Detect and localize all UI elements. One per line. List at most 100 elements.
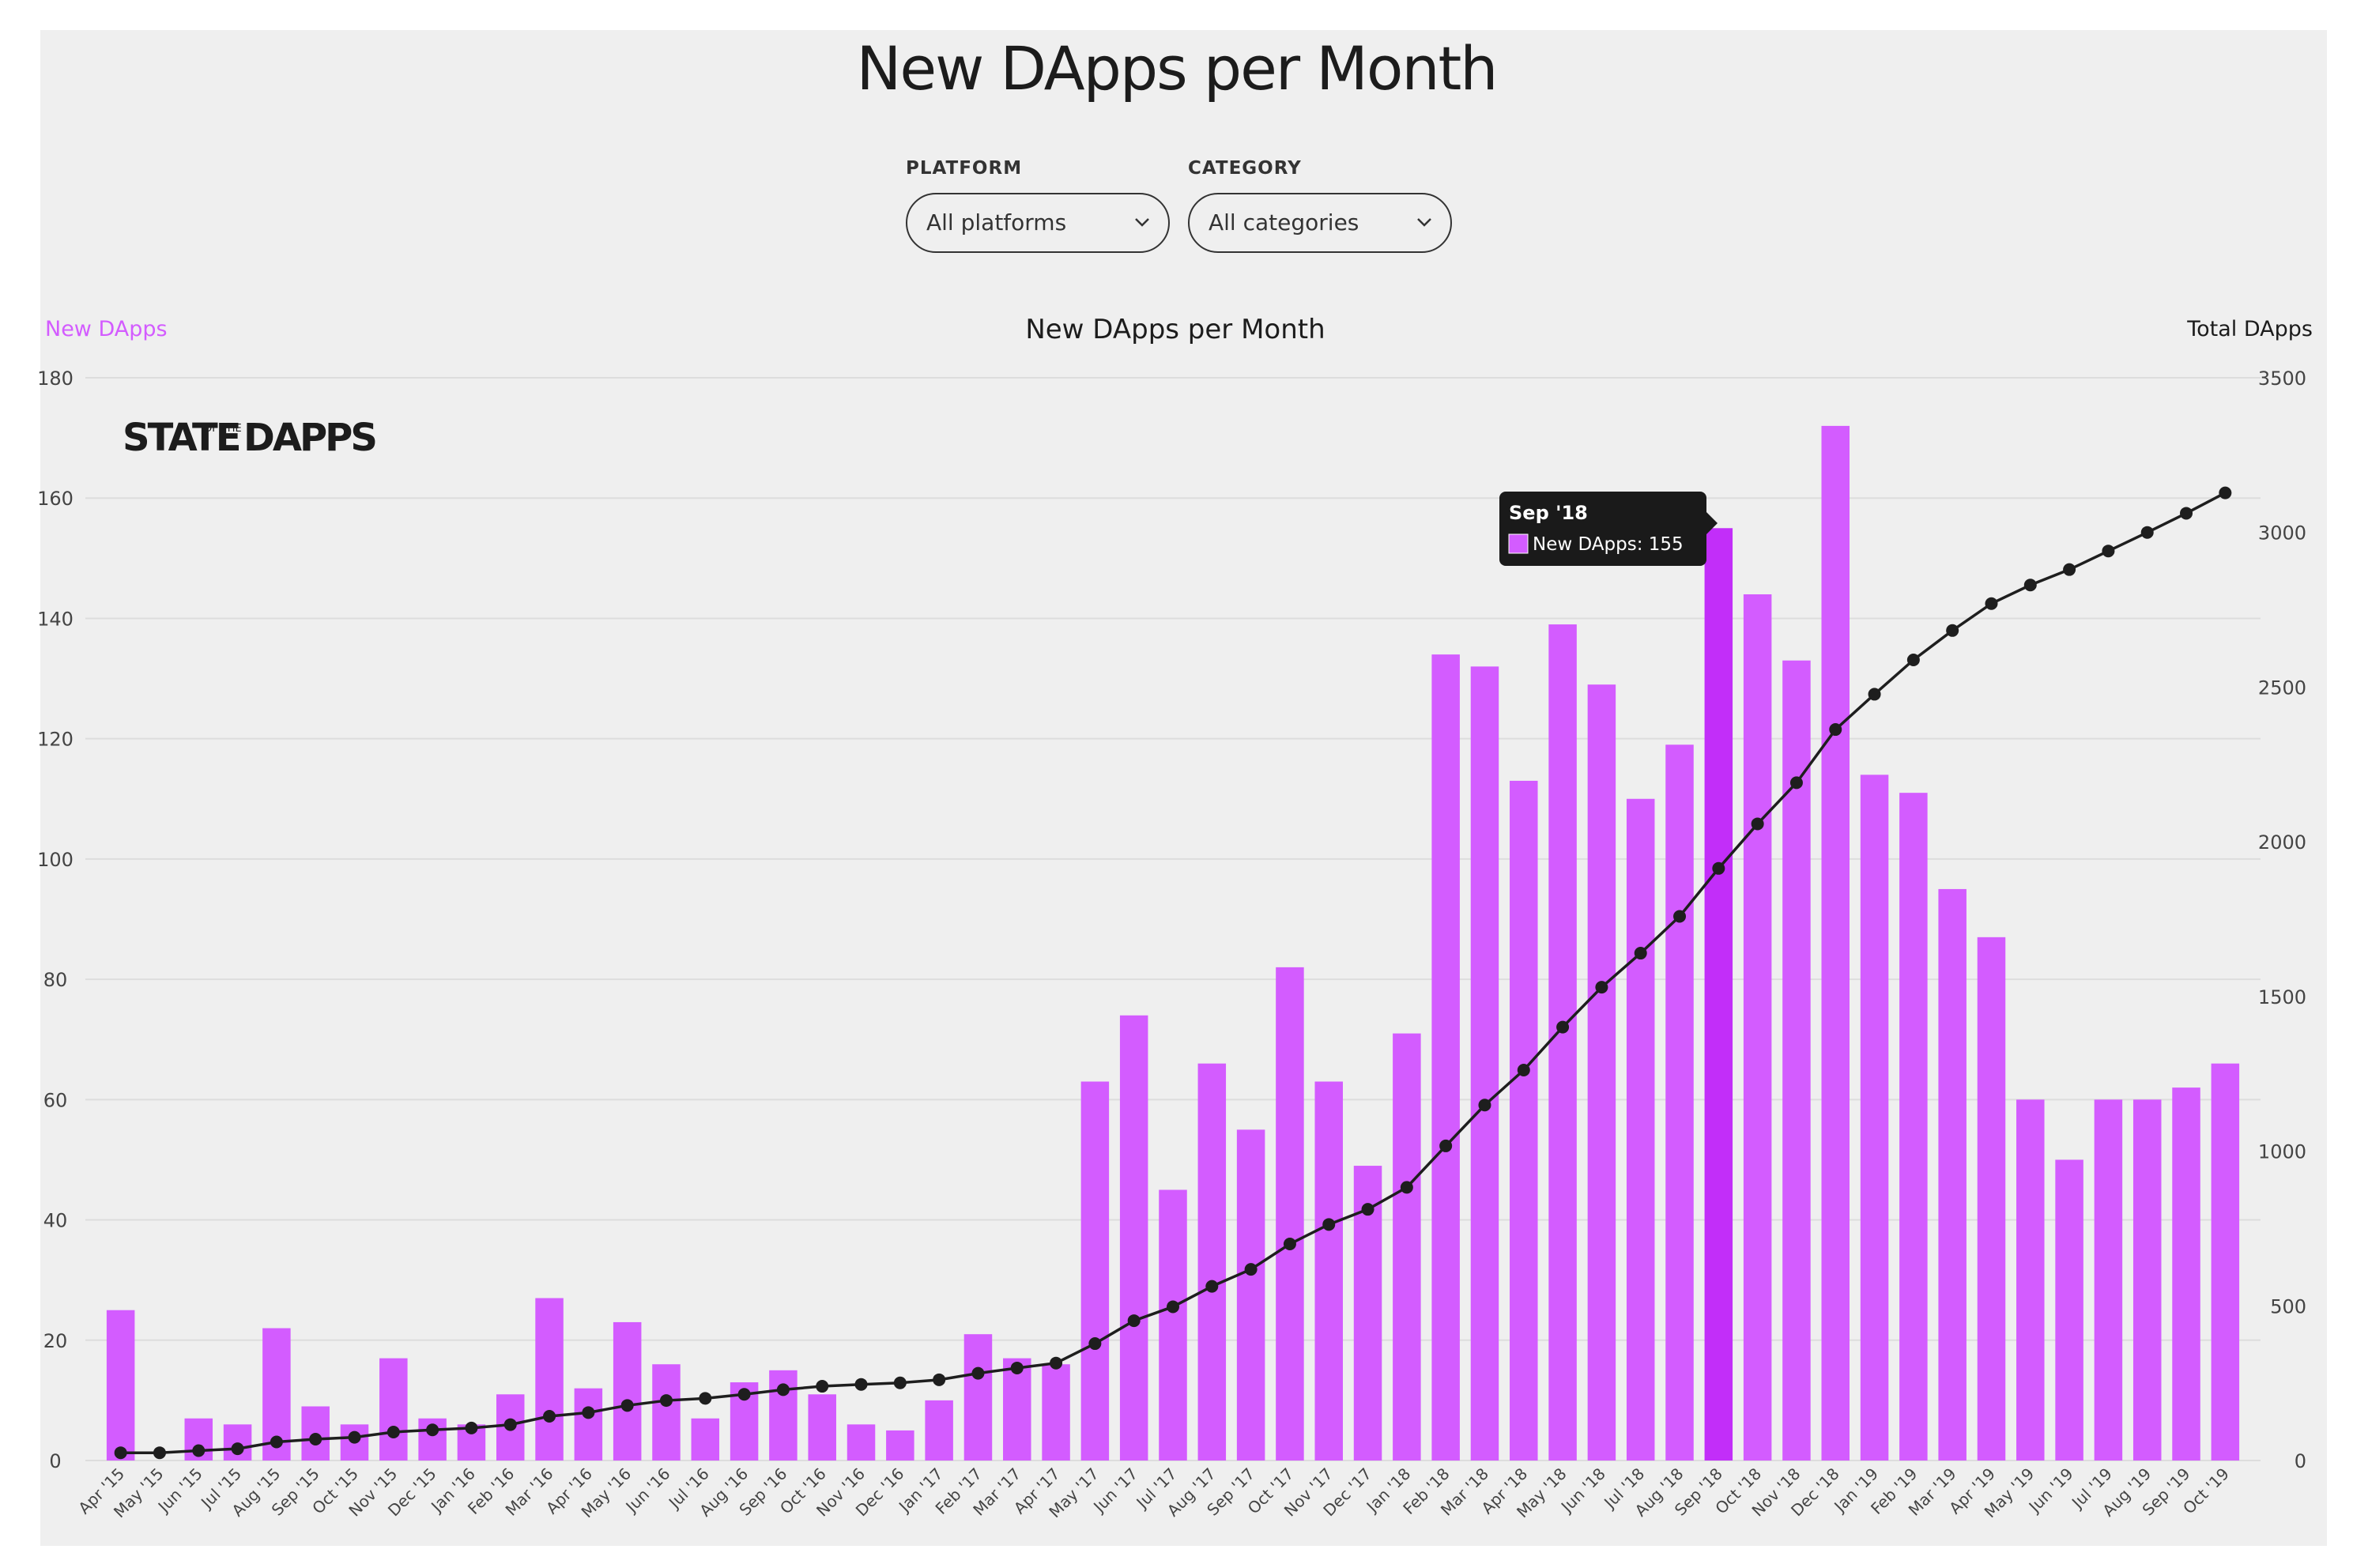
total-dapps-point[interactable] (1829, 723, 1842, 737)
bar[interactable] (1314, 1081, 1343, 1461)
bar[interactable] (106, 1310, 135, 1461)
bar[interactable] (1119, 1015, 1148, 1461)
total-dapps-point[interactable] (543, 1410, 556, 1423)
total-dapps-point[interactable] (1010, 1361, 1024, 1374)
bar[interactable] (1393, 1033, 1421, 1461)
bar[interactable] (963, 1334, 993, 1461)
total-dapps-point[interactable] (1712, 861, 1725, 875)
total-dapps-point[interactable] (1400, 1181, 1413, 1194)
bar[interactable] (1899, 793, 1928, 1461)
total-dapps-point[interactable] (348, 1430, 361, 1444)
bar[interactable] (1938, 888, 1966, 1461)
bar[interactable] (1587, 684, 1616, 1461)
bar[interactable] (1042, 1364, 1070, 1461)
total-dapps-point[interactable] (1478, 1099, 1491, 1112)
total-dapps-point[interactable] (1595, 981, 1608, 994)
left-y-tick-label: 100 (37, 849, 74, 871)
bar[interactable] (1665, 744, 1694, 1461)
bar[interactable] (1236, 1129, 1265, 1461)
total-dapps-point[interactable] (1205, 1280, 1219, 1293)
bar[interactable] (574, 1388, 603, 1461)
total-dapps-point[interactable] (270, 1435, 283, 1449)
bar[interactable] (1197, 1063, 1227, 1461)
total-dapps-point[interactable] (1906, 653, 1920, 666)
total-dapps-point[interactable] (2102, 545, 2115, 558)
bar[interactable] (2055, 1159, 2083, 1461)
total-dapps-point[interactable] (153, 1446, 166, 1460)
total-dapps-point[interactable] (737, 1388, 751, 1401)
bar[interactable] (1470, 666, 1499, 1461)
bar[interactable] (847, 1424, 876, 1461)
bar[interactable] (1159, 1189, 1187, 1461)
total-dapps-point[interactable] (1127, 1314, 1141, 1328)
total-dapps-point[interactable] (1167, 1300, 1179, 1314)
total-dapps-point[interactable] (1556, 1020, 1570, 1034)
bar[interactable] (1431, 654, 1460, 1461)
bar[interactable] (1626, 798, 1655, 1461)
total-dapps-point[interactable] (2063, 563, 2076, 576)
total-dapps-point[interactable] (309, 1432, 322, 1446)
total-dapps-point[interactable] (1751, 817, 1764, 831)
bar[interactable] (925, 1400, 953, 1461)
bar[interactable] (886, 1430, 914, 1461)
total-dapps-point[interactable] (699, 1392, 712, 1405)
total-dapps-point[interactable] (1517, 1064, 1530, 1077)
total-dapps-point[interactable] (816, 1380, 829, 1393)
total-dapps-point[interactable] (1244, 1263, 1258, 1276)
bar[interactable] (1548, 624, 1577, 1461)
bar[interactable] (1860, 775, 1889, 1461)
total-dapps-point[interactable] (620, 1399, 634, 1412)
bar[interactable] (691, 1418, 720, 1461)
bar[interactable] (2094, 1099, 2123, 1461)
total-dapps-point[interactable] (1634, 947, 1647, 960)
total-dapps-point[interactable] (854, 1378, 868, 1391)
total-dapps-point[interactable] (1789, 776, 1803, 790)
bar[interactable] (2016, 1099, 2045, 1461)
total-dapps-point[interactable] (426, 1423, 439, 1437)
total-dapps-point[interactable] (192, 1444, 206, 1457)
total-dapps-point[interactable] (465, 1421, 478, 1434)
bar[interactable] (1821, 425, 1850, 1461)
total-dapps-point[interactable] (1868, 688, 1881, 701)
total-dapps-point[interactable] (231, 1442, 244, 1456)
total-dapps-point[interactable] (1439, 1139, 1453, 1152)
total-dapps-point[interactable] (582, 1406, 595, 1419)
bar[interactable] (2211, 1063, 2240, 1461)
total-dapps-point[interactable] (893, 1376, 907, 1389)
bar[interactable] (1080, 1081, 1110, 1461)
total-dapps-point[interactable] (114, 1446, 127, 1460)
total-dapps-point[interactable] (971, 1366, 985, 1380)
category-select[interactable]: All categories (1188, 193, 1452, 253)
bar[interactable] (1510, 780, 1538, 1461)
bar[interactable] (1704, 528, 1733, 1461)
total-dapps-point[interactable] (1361, 1203, 1374, 1216)
bar[interactable] (379, 1358, 408, 1461)
platform-select[interactable]: All platforms (906, 193, 1170, 253)
total-dapps-point[interactable] (1283, 1238, 1296, 1250)
bar[interactable] (1743, 594, 1772, 1461)
bar[interactable] (1003, 1358, 1031, 1461)
total-dapps-point[interactable] (1322, 1218, 1336, 1231)
total-dapps-point[interactable] (2023, 579, 2037, 592)
total-dapps-point[interactable] (503, 1418, 517, 1431)
total-dapps-point[interactable] (1050, 1356, 1063, 1370)
total-dapps-point[interactable] (2219, 486, 2232, 499)
bar[interactable] (1977, 937, 2006, 1461)
bar[interactable] (652, 1364, 681, 1461)
bar[interactable] (613, 1321, 642, 1461)
total-dapps-point[interactable] (2180, 507, 2193, 520)
bar[interactable] (808, 1394, 836, 1461)
total-dapps-point[interactable] (659, 1394, 673, 1408)
total-dapps-point[interactable] (1088, 1337, 1102, 1351)
total-dapps-point[interactable] (1946, 624, 1959, 637)
total-dapps-point[interactable] (1673, 910, 1687, 923)
bar[interactable] (2172, 1087, 2200, 1461)
bar[interactable] (535, 1298, 564, 1461)
total-dapps-point[interactable] (387, 1425, 400, 1438)
total-dapps-point[interactable] (1985, 597, 1998, 610)
bar[interactable] (2132, 1099, 2162, 1461)
total-dapps-point[interactable] (933, 1373, 946, 1386)
total-dapps-point[interactable] (2140, 526, 2154, 539)
bar[interactable] (1276, 967, 1304, 1461)
total-dapps-point[interactable] (776, 1383, 790, 1396)
